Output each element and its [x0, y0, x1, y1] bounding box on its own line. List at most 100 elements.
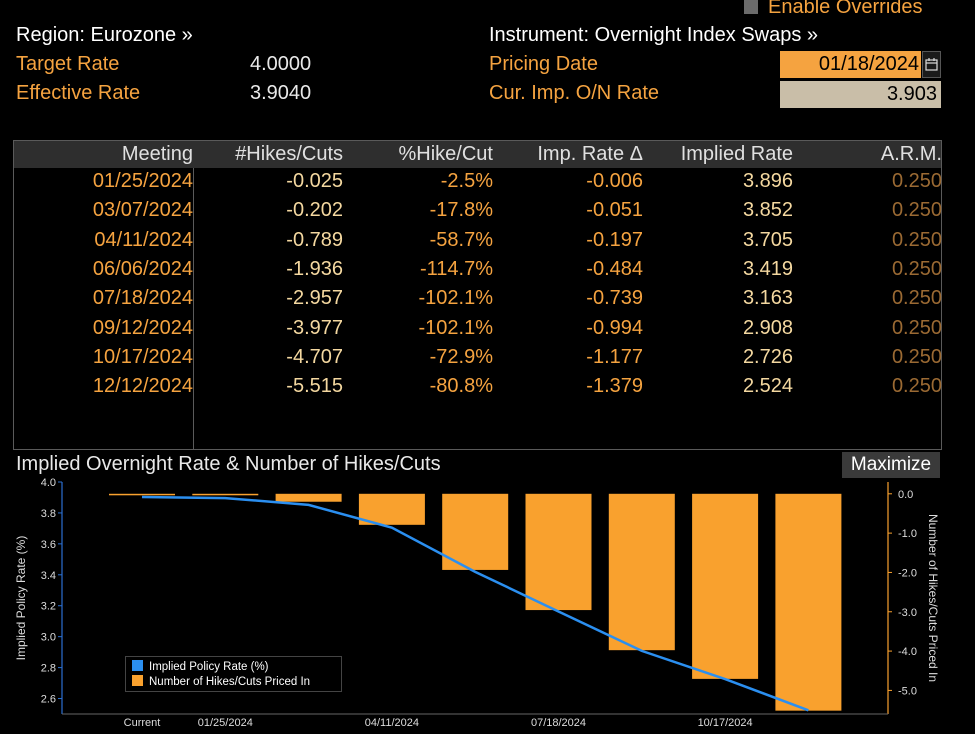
legend-swatch-blue	[132, 660, 143, 671]
cell-hikes-cuts: -0.025	[286, 170, 343, 192]
right-tick-label: -4.0	[898, 646, 917, 658]
x-tick-label: Current	[124, 717, 161, 729]
x-tick-label: 07/18/2024	[531, 717, 586, 729]
hikes-cuts-bar	[109, 493, 175, 496]
effective-rate-label: Effective Rate	[16, 82, 141, 104]
right-tick-label: 0.0	[898, 489, 913, 501]
implied-rate-line	[141, 495, 809, 712]
left-tick-label: 3.4	[41, 570, 56, 582]
legend-swatch-orange	[132, 675, 143, 686]
col-header-arm[interactable]: A.R.M.	[880, 143, 942, 165]
effective-rate-value: 3.9040	[250, 82, 312, 104]
hikes-cuts-bar	[442, 493, 509, 570]
cell-pct-hike-cut: -58.7%	[429, 228, 493, 251]
hikes-cuts-bar	[692, 493, 759, 679]
cell-imp-rate-delta: -0.051	[586, 199, 643, 222]
cell-imp-rate-delta: -0.197	[586, 228, 643, 251]
cell-implied-rate: 2.726	[742, 345, 793, 368]
cell-implied-rate: 3.419	[742, 257, 793, 280]
cell-implied-rate: 3.896	[742, 170, 793, 192]
pricing-date-label: Pricing Date	[489, 53, 598, 75]
instrument-selector[interactable]: Instrument: Overnight Index Swaps »	[489, 24, 819, 46]
cell-pct-hike-cut: -72.9%	[429, 345, 493, 368]
col-header-meeting[interactable]: Meeting	[121, 143, 193, 165]
cur-imp-rate-label: Cur. Imp. O/N Rate	[489, 82, 660, 104]
col-header-hikes-cuts[interactable]: #Hikes/Cuts	[235, 143, 343, 165]
cell-arm: 0.250	[891, 287, 942, 310]
cell-hikes-cuts: -5.515	[286, 375, 343, 398]
legend-item-hikes-cuts: Number of Hikes/Cuts Priced In	[132, 675, 310, 688]
cell-hikes-cuts: -1.936	[286, 257, 343, 280]
region-selector[interactable]: Region: Eurozone »	[16, 24, 193, 46]
legend-item-implied-rate: Implied Policy Rate (%)	[132, 660, 269, 673]
cell-hikes-cuts: -3.977	[286, 316, 343, 339]
legend-label-hikes-cuts: Number of Hikes/Cuts Priced In	[149, 676, 311, 688]
cell-imp-rate-delta: -0.006	[586, 170, 643, 192]
cell-implied-rate: 2.908	[742, 316, 793, 339]
table-header	[14, 141, 941, 168]
col-header-pct-hike-cut[interactable]: %Hike/Cut	[398, 143, 493, 165]
cell-meeting: 04/11/2024	[94, 228, 193, 251]
chart-title: Implied Overnight Rate & Number of Hikes…	[16, 453, 441, 475]
cell-hikes-cuts: -2.957	[286, 287, 343, 310]
calendar-icon[interactable]	[922, 51, 941, 78]
cell-pct-hike-cut: -2.5%	[440, 170, 493, 192]
left-tick-label: 3.0	[41, 632, 56, 644]
x-tick-label: 04/11/2024	[365, 717, 419, 729]
cell-arm: 0.250	[891, 228, 942, 251]
cell-meeting: 10/17/2024	[92, 345, 193, 368]
cell-pct-hike-cut: -114.7%	[419, 257, 493, 280]
rate-hikes-chart: 4.0 3.8 3.6 3.4 3.2 3.0 2.8 2.6 0.0 -1.0 -2.0 -3.0 -…	[14, 478, 940, 729]
right-tick-label: -3.0	[898, 607, 917, 619]
hikes-cuts-bar	[358, 493, 425, 525]
cell-meeting: 12/12/2024	[92, 375, 193, 398]
right-tick-label: -5.0	[898, 685, 917, 697]
cell-pct-hike-cut: -80.8%	[429, 375, 493, 398]
left-tick-label: 2.6	[41, 694, 56, 706]
hikes-cuts-bar	[775, 493, 842, 711]
cell-meeting: 01/25/2024	[92, 170, 193, 192]
cell-pct-hike-cut: -17.8%	[429, 199, 493, 222]
chart-legend: Implied Policy Rate (%) Number of Hikes/…	[125, 656, 342, 692]
cell-implied-rate: 3.163	[742, 287, 793, 310]
table-column-divider	[193, 168, 194, 449]
hikes-cuts-bar	[275, 493, 342, 502]
cell-arm: 0.250	[891, 375, 942, 398]
cell-imp-rate-delta: -1.177	[586, 345, 643, 368]
right-axis-label: Number of Hikes/Cuts Priced In	[926, 514, 940, 682]
maximize-button[interactable]: Maximize	[842, 452, 940, 478]
left-tick-label: 2.8	[41, 663, 56, 675]
hikes-cuts-bar	[192, 493, 259, 496]
legend-label-implied-rate: Implied Policy Rate (%)	[149, 661, 269, 673]
pricing-date-input[interactable]: 01/18/2024	[780, 51, 921, 78]
cell-hikes-cuts: -4.707	[286, 345, 343, 368]
cell-imp-rate-delta: -0.739	[586, 287, 643, 310]
meetings-table	[13, 140, 942, 450]
hikes-cuts-bar	[608, 493, 675, 651]
cell-implied-rate: 2.524	[742, 375, 793, 398]
cell-meeting: 06/06/2024	[92, 257, 193, 280]
enable-overrides-checkbox[interactable]	[744, 0, 758, 14]
cell-arm: 0.250	[891, 199, 942, 222]
left-tick-label: 3.6	[41, 539, 56, 551]
cell-pct-hike-cut: -102.1%	[418, 287, 494, 310]
col-header-imp-rate-delta[interactable]: Imp. Rate Δ	[537, 143, 643, 165]
x-tick-label: 01/25/2024	[198, 717, 253, 729]
x-tick-label: 10/17/2024	[698, 717, 753, 729]
left-tick-label: 4.0	[41, 478, 56, 489]
target-rate-label: Target Rate	[16, 53, 120, 75]
cell-hikes-cuts: -0.789	[286, 228, 343, 251]
cell-arm: 0.250	[891, 170, 942, 192]
cell-arm: 0.250	[891, 257, 942, 280]
cell-implied-rate: 3.705	[742, 228, 793, 251]
cur-imp-rate-input[interactable]: 3.903	[780, 81, 941, 108]
cell-imp-rate-delta: -0.994	[586, 316, 643, 339]
right-tick-label: -2.0	[898, 567, 917, 579]
cell-pct-hike-cut: -102.1%	[418, 316, 494, 339]
target-rate-value: 4.0000	[250, 53, 312, 75]
cell-arm: 0.250	[891, 316, 942, 339]
col-header-implied-rate[interactable]: Implied Rate	[680, 143, 793, 165]
cell-meeting: 03/07/2024	[92, 199, 193, 222]
cell-hikes-cuts: -0.202	[286, 199, 343, 222]
enable-overrides-label[interactable]: Enable Overrides	[768, 0, 923, 18]
